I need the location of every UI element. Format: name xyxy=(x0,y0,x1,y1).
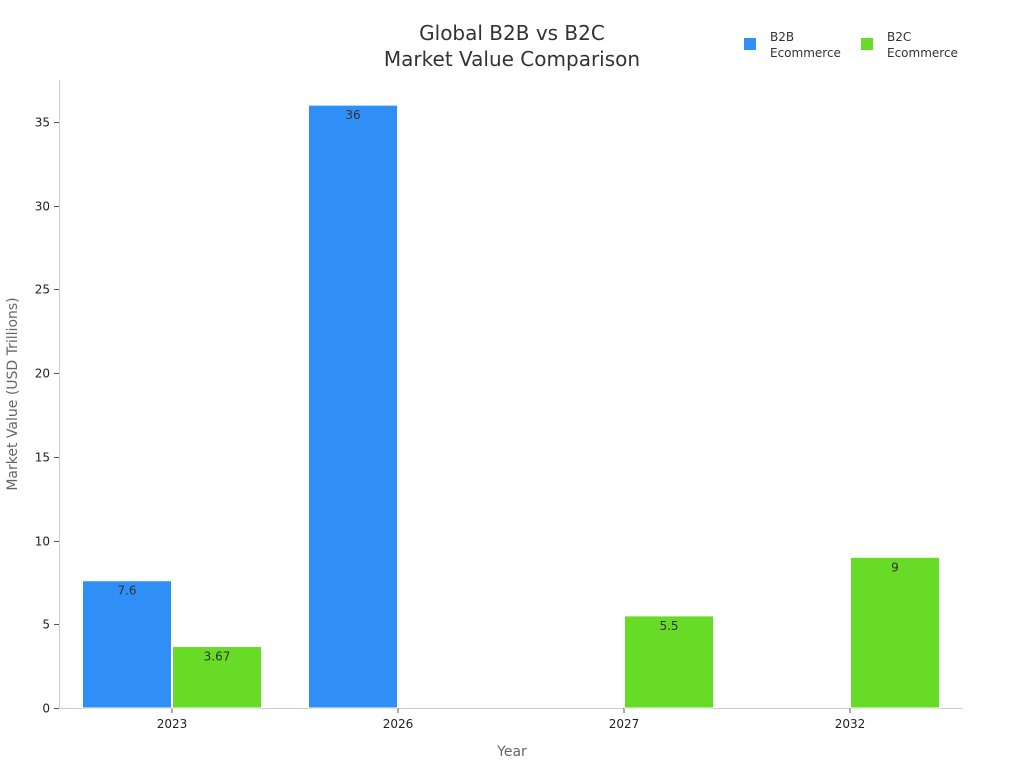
x-ticks: 2023 2026 2027 2032 xyxy=(157,708,866,731)
x-tick-label-2027: 2027 xyxy=(609,717,640,731)
legend-swatch-b2c xyxy=(861,38,873,50)
bar-b2b-2026[interactable] xyxy=(308,104,398,709)
legend-label-b2b: B2B Ecommerce xyxy=(770,30,841,60)
y-tick-label: 30 xyxy=(35,200,50,214)
legend-item-b2c[interactable]: B2C Ecommerce xyxy=(861,30,958,60)
data-label-b2c-2027: 5.5 xyxy=(659,619,678,633)
bar-b2b-2023[interactable] xyxy=(82,580,172,709)
bars xyxy=(82,104,940,709)
legend-swatch-b2b xyxy=(744,38,756,50)
x-tick-label-2026: 2026 xyxy=(383,717,414,731)
legend-label-b2c: B2C Ecommerce xyxy=(887,30,958,60)
y-tick-label: 0 xyxy=(42,702,50,716)
bar-b2c-2027[interactable] xyxy=(624,615,714,709)
chart-title-line-1: Global B2B vs B2C xyxy=(419,21,605,45)
legend-item-b2b[interactable]: B2B Ecommerce xyxy=(744,30,841,60)
y-tick-label: 10 xyxy=(35,535,50,549)
data-label-b2b-2023: 7.6 xyxy=(117,584,136,598)
data-label-b2c-2032: 9 xyxy=(891,560,899,574)
x-axis-title: Year xyxy=(496,744,527,760)
x-tick-label-2032: 2032 xyxy=(835,717,866,731)
data-label-b2b-2026: 36 xyxy=(345,108,360,122)
bar-b2c-2032[interactable] xyxy=(850,556,940,709)
x-axis: 2023 2026 2027 2032 Year xyxy=(59,708,963,760)
y-tick-label: 20 xyxy=(35,367,50,381)
chart-title-line-2: Market Value Comparison xyxy=(384,47,640,71)
x-tick-label-2023: 2023 xyxy=(157,717,188,731)
data-labels: 7.6 3.67 36 5.5 9 xyxy=(117,108,898,663)
chart-title: Global B2B vs B2C Market Value Compariso… xyxy=(384,21,640,71)
y-tick-label: 25 xyxy=(35,283,50,297)
y-ticks: 0 5 10 15 20 25 30 35 xyxy=(35,116,59,716)
y-axis-title: Market Value (USD Trillions) xyxy=(5,297,21,490)
data-label-b2c-2023: 3.67 xyxy=(204,650,231,664)
y-axis: 0 5 10 15 20 25 30 35 Market Value (USD Trillio… xyxy=(5,80,60,716)
y-tick-label: 35 xyxy=(35,116,50,130)
y-tick-label: 15 xyxy=(35,451,50,465)
legend[interactable]: B2B Ecommerce B2C Ecommerce xyxy=(744,30,958,60)
y-tick-label: 5 xyxy=(42,618,50,632)
bar-b2c-2023[interactable] xyxy=(172,646,262,709)
